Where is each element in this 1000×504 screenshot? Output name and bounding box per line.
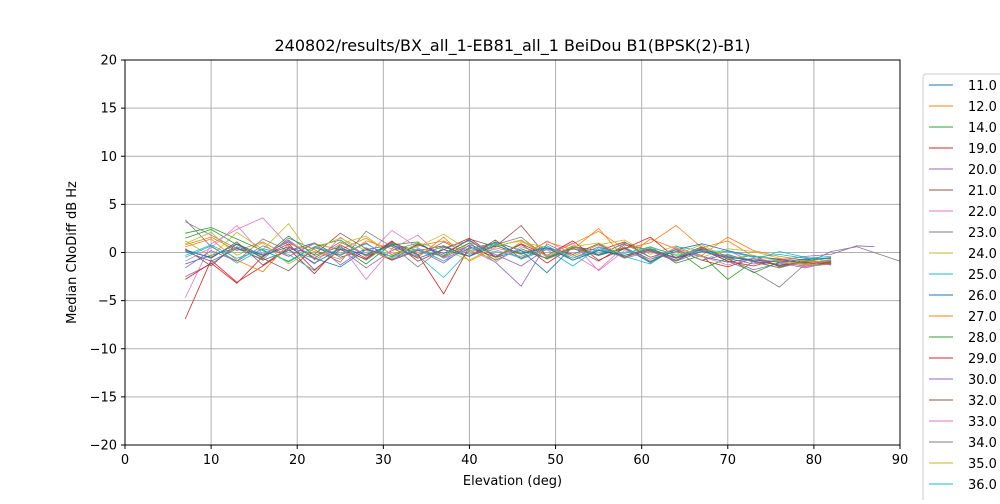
legend-label: 21.0	[968, 184, 997, 199]
y-tick-label: 15	[100, 102, 117, 117]
y-axis-label: Median CNoDiff dB Hz	[65, 181, 80, 324]
legend-label: 19.0	[968, 142, 997, 157]
x-tick-label: 50	[547, 453, 564, 468]
series-line-23-0	[185, 221, 900, 288]
series-line-25-0	[185, 242, 832, 278]
series-line-36-0	[185, 243, 832, 263]
x-tick-label: 40	[461, 453, 478, 468]
legend-label: 11.0	[968, 79, 997, 94]
x-tick-label: 0	[121, 453, 129, 468]
y-tick-label: 0	[109, 246, 117, 261]
legend-label: 34.0	[968, 436, 997, 451]
y-tick-label: 20	[100, 54, 117, 69]
legend-label: 32.0	[968, 394, 997, 409]
series-line-37-0	[185, 243, 832, 264]
chart-title: 240802/results/BX_all_1-EB81_all_1 BeiDo…	[275, 36, 751, 56]
series-line-14-0	[185, 227, 832, 280]
y-tick-label: −10	[90, 342, 117, 357]
legend-label: 27.0	[968, 310, 997, 325]
legend-label: 23.0	[968, 226, 997, 241]
x-axis-ticks: 0 10 20 30 40 50 60 70 80 90	[121, 445, 908, 468]
series-line-27-0	[185, 227, 832, 273]
legend-label: 30.0	[968, 373, 997, 388]
x-tick-label: 70	[720, 453, 737, 468]
x-tick-label: 30	[375, 453, 392, 468]
x-tick-label: 10	[203, 453, 220, 468]
y-tick-label: −20	[90, 439, 117, 454]
x-axis-label: Elevation (deg)	[463, 474, 562, 489]
x-tick-label: 20	[289, 453, 306, 468]
series-line-30-0	[185, 242, 875, 269]
legend: 11.0 12.0 14.0 19.0 20.0 21.0 22.0 23.0 24.0 25.0…	[922, 73, 1000, 504]
data-series	[184, 217, 900, 320]
x-tick-label: 80	[806, 453, 823, 468]
y-tick-label: −15	[90, 390, 117, 405]
legend-label: 22.0	[968, 205, 997, 220]
x-tick-label: 60	[633, 453, 650, 468]
legend-label: 26.0	[968, 289, 997, 304]
series-line-33-0	[185, 225, 832, 280]
legend-label: 33.0	[968, 415, 997, 430]
legend-label: 36.0	[968, 478, 997, 493]
y-tick-label: 10	[100, 150, 117, 165]
series-line-34-0	[185, 219, 832, 269]
legend-label: 25.0	[968, 268, 997, 283]
legend-label: 12.0	[968, 100, 997, 115]
legend-label: 35.0	[968, 457, 997, 472]
legend-label: 28.0	[968, 331, 997, 346]
legend-box	[922, 73, 1000, 504]
legend-label: 20.0	[968, 163, 997, 178]
x-tick-label: 90	[892, 453, 909, 468]
legend-label: 29.0	[968, 352, 997, 367]
legend-label: 24.0	[968, 247, 997, 262]
y-tick-label: −5	[98, 294, 117, 309]
y-tick-label: 5	[109, 198, 117, 213]
legend-label: 14.0	[968, 121, 997, 136]
y-axis-ticks: 20 15 10 5 0 −5 −10 −15 −20	[90, 54, 125, 454]
